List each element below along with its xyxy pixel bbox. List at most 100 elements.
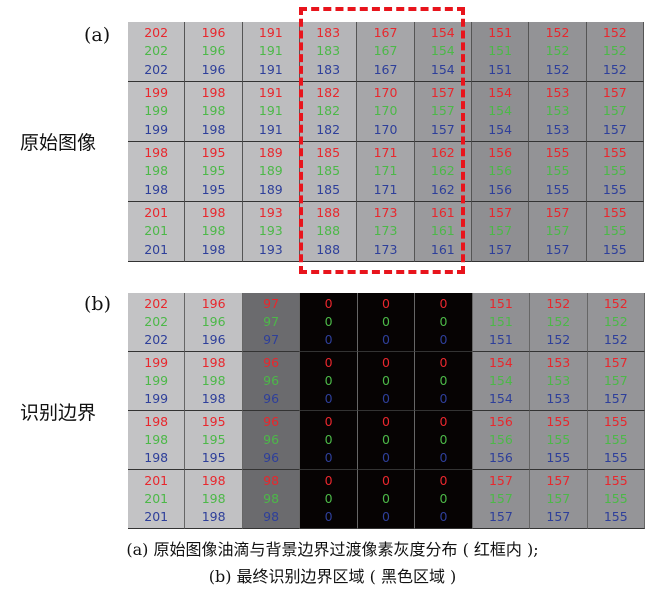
green-channel-value: 199 [144,103,169,119]
pixel-cell: 198 198 198 [128,411,186,470]
pixel-cell: 155 155 155 [587,470,645,529]
green-channel-value: 151 [488,313,513,329]
green-channel-value: 0 [439,313,448,329]
red-channel-value: 198 [201,84,226,100]
red-channel-value: 0 [382,472,390,488]
blue-channel-value: 157 [602,121,627,137]
red-channel-value: 201 [144,204,169,220]
pixel-cell: 152 152 152 [587,293,645,352]
red-channel-value: 157 [603,354,628,370]
blue-channel-value: 0 [382,449,390,465]
blue-channel-value: 196 [201,61,226,77]
blue-channel-value: 189 [258,181,283,197]
blue-channel-value: 96 [263,390,280,406]
red-channel-value: 189 [258,144,283,160]
blue-channel-value: 153 [546,390,571,406]
green-channel-value: 155 [602,223,627,239]
blue-channel-value: 167 [373,61,398,77]
blue-channel-value: 193 [258,241,283,257]
green-channel-value: 0 [382,372,390,388]
blue-channel-value: 151 [488,331,513,347]
pixel-cell: 196 196 196 [185,22,243,82]
blue-channel-value: 155 [546,449,571,465]
blue-channel-value: 0 [324,508,333,524]
pixel-cell: 157 157 157 [472,470,531,529]
pixel-cell: 182 182 182 [299,82,358,142]
pixel-cell: 155 155 155 [529,142,587,202]
red-channel-value: 152 [546,295,571,311]
pixel-cell: 202 202 202 [128,293,186,352]
green-channel-value: 153 [545,103,570,119]
pixel-cell: 154 154 154 [472,352,531,411]
red-channel-value: 96 [263,354,280,370]
blue-channel-value: 155 [602,181,627,197]
red-channel-value: 167 [373,24,398,40]
red-channel-value: 157 [430,84,455,100]
red-channel-value: 157 [546,472,571,488]
green-channel-value: 157 [430,103,455,119]
blue-channel-value: 182 [316,121,341,137]
red-channel-value: 202 [144,24,169,40]
red-channel-value: 199 [144,354,169,370]
red-channel-value: 182 [316,84,341,100]
blue-channel-value: 152 [602,61,627,77]
green-channel-value: 151 [488,43,513,59]
pixel-cell: 202 202 202 [128,22,186,82]
green-channel-value: 157 [545,223,570,239]
blue-channel-value: 191 [258,121,283,137]
green-channel-value: 156 [488,431,513,447]
green-channel-value: 155 [545,163,570,179]
green-channel-value: 157 [488,223,513,239]
green-channel-value: 153 [546,372,571,388]
pixel-cell: 195 195 195 [185,142,243,202]
red-channel-value: 198 [201,204,226,220]
pixel-cell: 199 199 199 [128,82,186,142]
green-channel-value: 171 [373,163,398,179]
green-channel-value: 152 [546,313,571,329]
pixel-cell: 98 98 98 [242,470,301,529]
red-channel-value: 0 [324,413,333,429]
blue-channel-value: 201 [144,508,169,524]
blue-channel-value: 152 [545,61,570,77]
red-channel-value: 152 [602,24,627,40]
pixel-cell: 183 183 183 [299,22,358,82]
blue-channel-value: 155 [603,449,628,465]
transition-highlight-box [299,7,465,274]
green-channel-value: 0 [439,490,448,506]
green-channel-value: 173 [373,223,398,239]
green-channel-value: 202 [144,43,169,59]
red-channel-value: 196 [201,295,226,311]
red-channel-value: 193 [258,204,283,220]
red-channel-value: 155 [602,204,627,220]
green-channel-value: 170 [373,103,398,119]
red-channel-value: 97 [263,295,280,311]
green-channel-value: 156 [488,163,513,179]
pixel-cell: 167 167 167 [357,22,415,82]
green-channel-value: 185 [316,163,341,179]
blue-channel-value: 155 [602,241,627,257]
pixel-cell: 0 0 0 [300,411,358,470]
pixel-cell: 185 185 185 [299,142,358,202]
green-channel-value: 0 [439,431,448,447]
pixel-cell: 195 195 195 [185,411,243,470]
red-channel-value: 0 [382,413,390,429]
pixel-cell: 201 201 201 [128,202,186,262]
caption-line-2: (b) 最终识别边界区域 ( 黑色区域 ) [208,567,457,586]
pixel-cell: 189 189 189 [242,142,300,202]
pixel-cell: 157 157 157 [586,82,644,142]
pixel-cell: 155 155 155 [587,411,645,470]
red-channel-value: 151 [488,295,513,311]
blue-channel-value: 195 [201,449,226,465]
red-channel-value: 0 [439,295,448,311]
red-channel-value: 199 [144,84,169,100]
green-channel-value: 196 [201,43,226,59]
pixel-cell: 193 193 193 [242,202,300,262]
green-channel-value: 154 [430,43,455,59]
blue-channel-value: 198 [144,449,169,465]
pixel-cell: 156 156 156 [472,411,531,470]
blue-channel-value: 98 [263,508,280,524]
blue-channel-value: 199 [144,390,169,406]
blue-channel-value: 156 [488,181,513,197]
red-channel-value: 171 [373,144,398,160]
red-channel-value: 96 [263,413,280,429]
